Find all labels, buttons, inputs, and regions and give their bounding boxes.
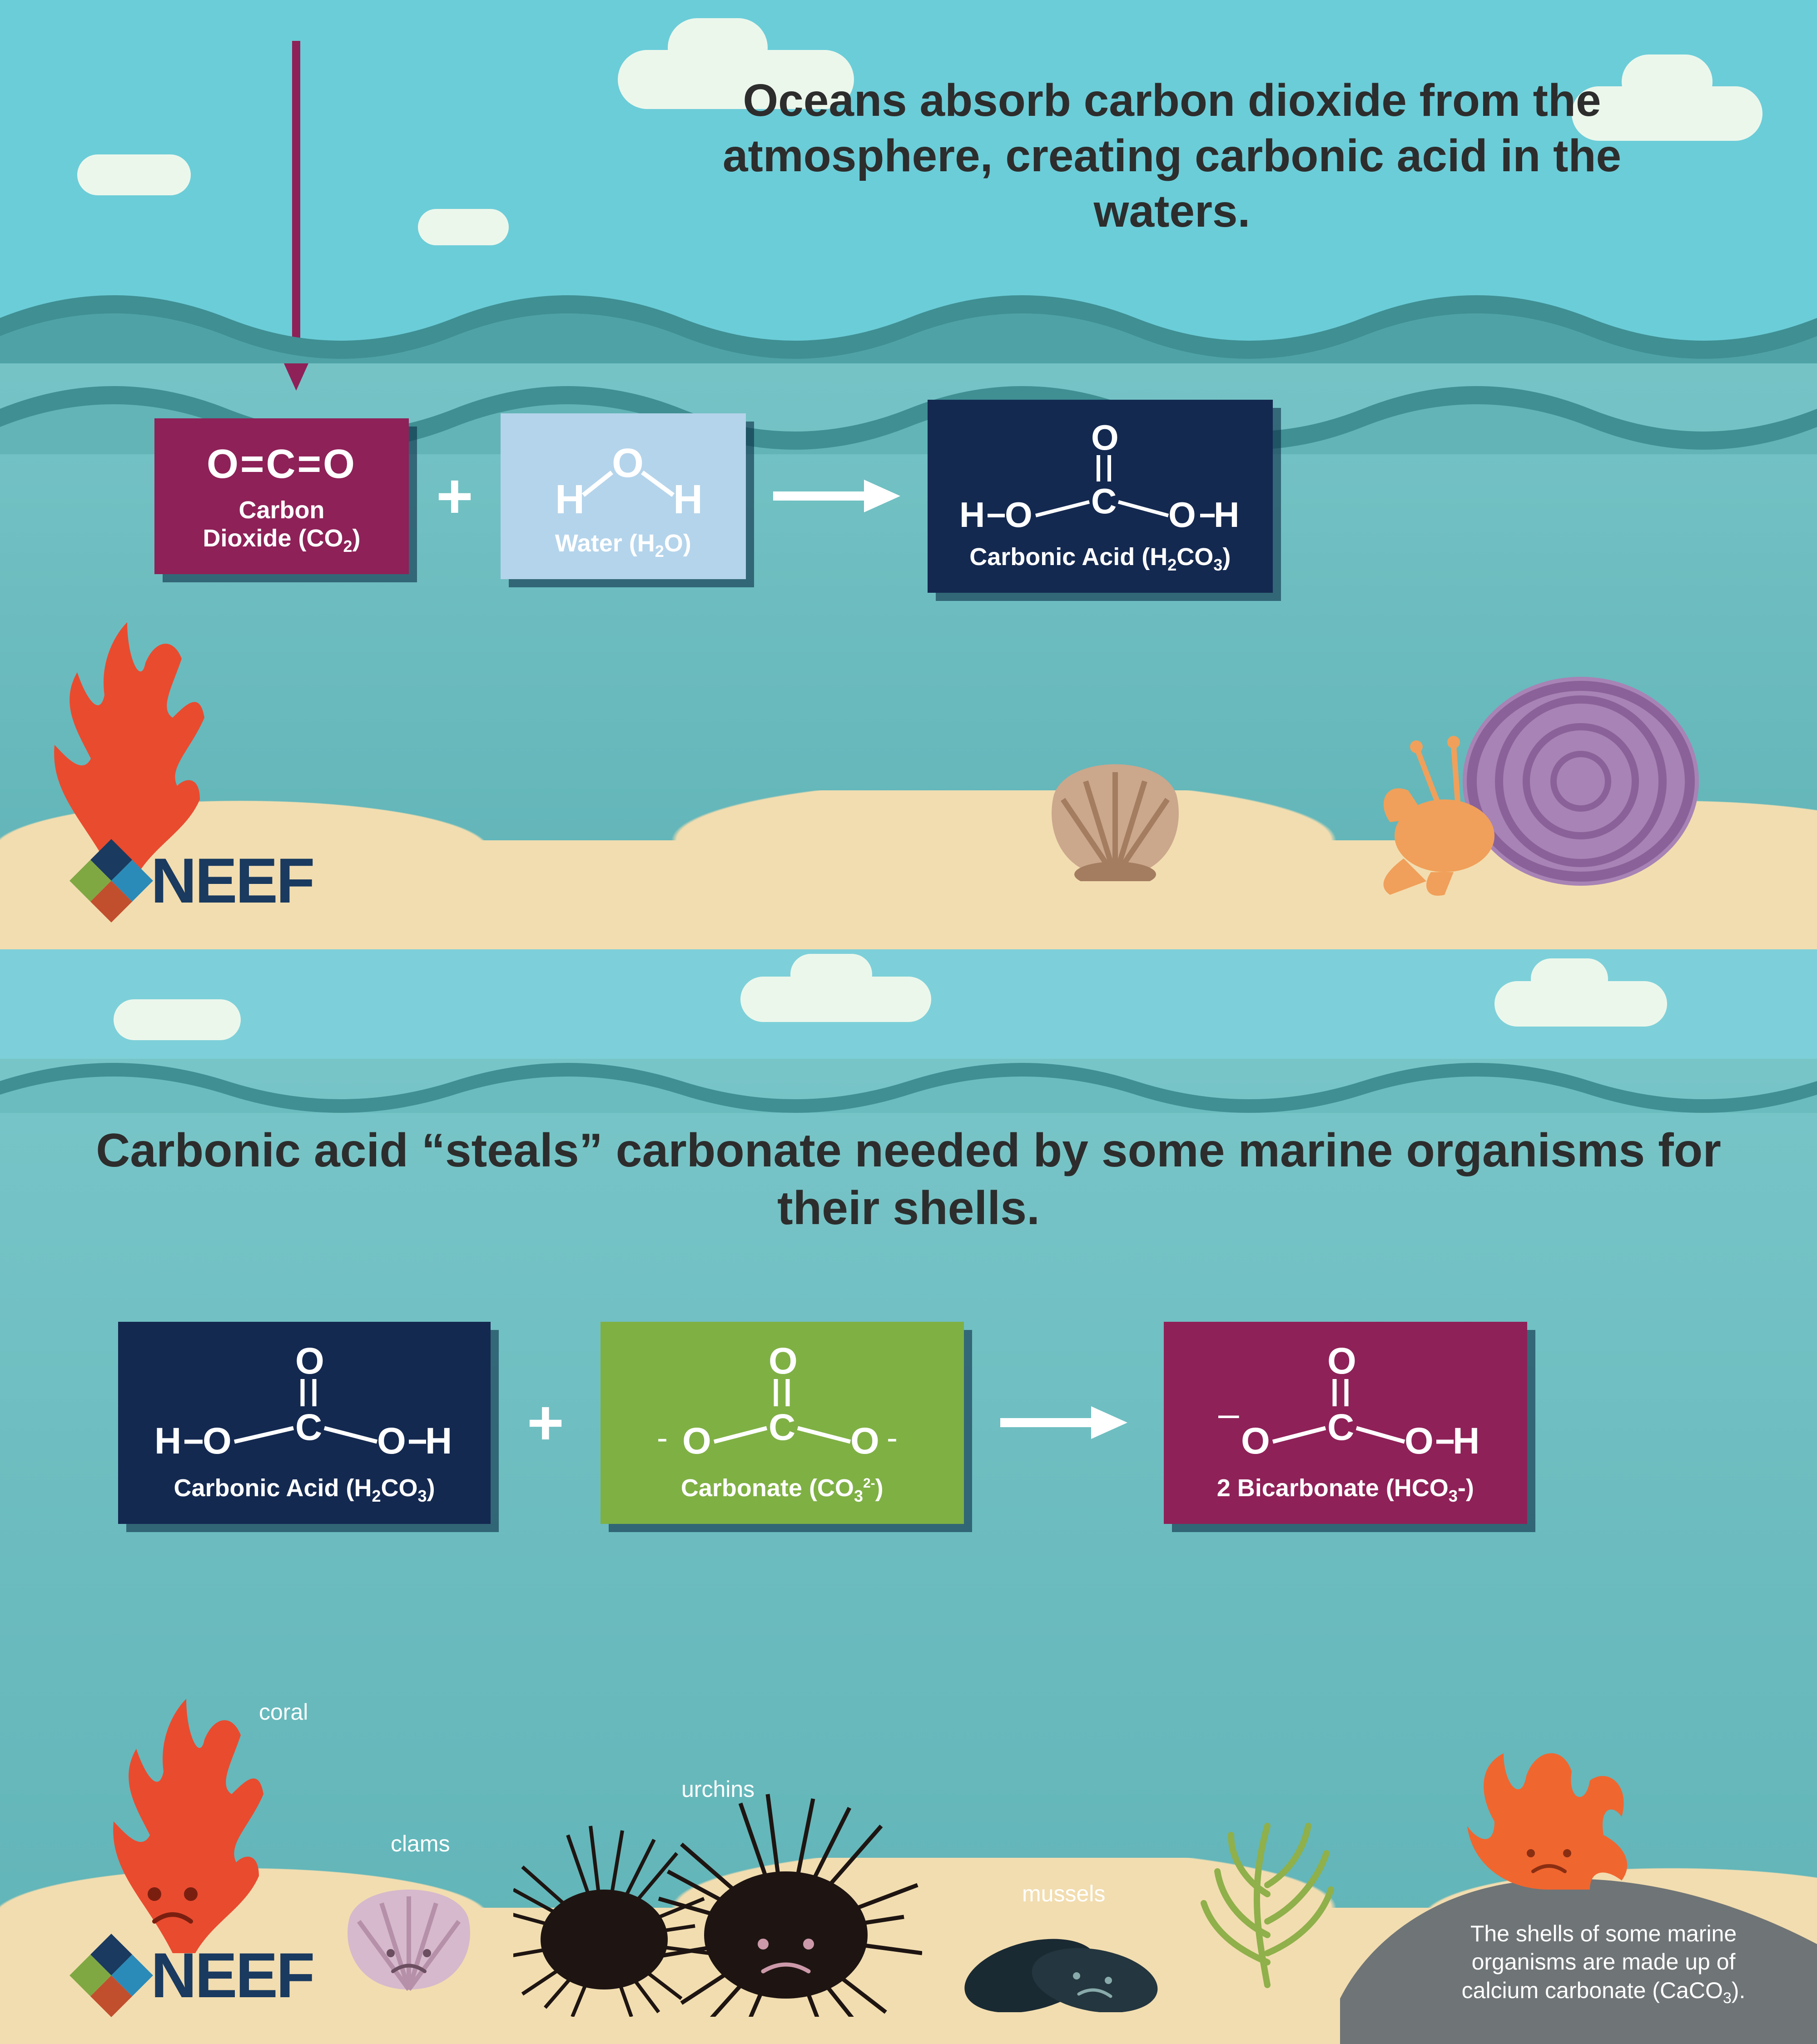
co3-struct: O C O O - - xyxy=(632,1344,932,1472)
svg-text:H: H xyxy=(959,495,985,535)
svg-text:H: H xyxy=(425,1420,452,1462)
logo-mark xyxy=(70,839,153,923)
footnote: The shells of some marine organisms are … xyxy=(1431,1920,1776,2008)
yields-arrow xyxy=(773,469,900,523)
coral-icon xyxy=(23,595,213,886)
h2o-label: Water (H2O) xyxy=(528,529,719,561)
svg-text:O: O xyxy=(1241,1420,1270,1462)
svg-text:H: H xyxy=(673,477,703,522)
cloud xyxy=(1531,958,1608,999)
h2co3-box-2: O C H O O H Carbonic Acid (H2CO3) xyxy=(118,1322,491,1524)
yields-arrow xyxy=(1000,1395,1127,1450)
urchins-icon xyxy=(513,1790,922,2017)
svg-text:C: C xyxy=(1327,1407,1354,1448)
hco3-box: O C O O H – 2 Bicarbonate (HCO3-) xyxy=(1164,1322,1527,1524)
svg-text:C: C xyxy=(769,1407,795,1448)
panel1-equation: O=C=O CarbonDioxide (CO2) + H O H Water … xyxy=(154,400,1273,593)
svg-text:O: O xyxy=(203,1420,232,1462)
panel1-title: Oceans absorb carbon dioxide from the at… xyxy=(640,73,1703,239)
svg-text:O: O xyxy=(377,1420,406,1462)
h2co3-struct: O C H O O H xyxy=(955,422,1246,541)
neef-logo: NEEF xyxy=(82,844,313,918)
panel-2: Carbonic acid “steals” carbonate needed … xyxy=(0,949,1817,2044)
cloud xyxy=(790,954,872,995)
co3-label: Carbonate (CO32-) xyxy=(628,1474,937,1506)
h2co3-struct: O C H O O H xyxy=(145,1344,463,1472)
mussels-label: mussels xyxy=(1022,1880,1105,1907)
co2-struct: O=C=O xyxy=(182,441,382,488)
h2co3-label-2: Carbonic Acid (H2CO3) xyxy=(145,1474,463,1506)
svg-text:O: O xyxy=(1405,1420,1434,1462)
co3-box: O C O O - - Carbonate (CO32-) xyxy=(601,1322,964,1524)
svg-text:C: C xyxy=(1091,481,1117,521)
co2-label: CarbonDioxide (CO2) xyxy=(182,496,382,556)
svg-text:O: O xyxy=(295,1344,324,1382)
mussels-icon xyxy=(963,1908,1163,2012)
svg-text:O: O xyxy=(1005,495,1033,535)
svg-text:O: O xyxy=(612,441,644,486)
logo-text: NEEF xyxy=(151,1939,313,2012)
plus-op: + xyxy=(527,1386,564,1459)
urchins-label: urchins xyxy=(681,1776,755,1802)
cloud xyxy=(77,154,191,195)
panel-1: Oceans absorb carbon dioxide from the at… xyxy=(0,0,1817,949)
svg-text:O: O xyxy=(850,1420,879,1462)
svg-text:H: H xyxy=(1214,495,1239,535)
co2-box: O=C=O CarbonDioxide (CO2) xyxy=(154,418,409,574)
panel2-equation: O C H O O H Carbonic Acid (H2CO3) + O xyxy=(118,1322,1527,1524)
plus-op: + xyxy=(436,459,473,533)
clams-label: clams xyxy=(391,1831,450,1857)
h2co3-box: O C H O O H Carbonic Acid (H2CO3) xyxy=(928,400,1273,593)
hermit-crab-icon xyxy=(1363,645,1708,899)
neef-logo: NEEF xyxy=(82,1939,313,2012)
h2o-struct: H O H xyxy=(528,436,719,527)
svg-text:-: - xyxy=(657,1420,668,1456)
wave-band xyxy=(0,1031,1817,1113)
svg-text:H: H xyxy=(1453,1420,1479,1462)
svg-text:H: H xyxy=(154,1420,181,1462)
logo-mark xyxy=(70,1934,153,2017)
svg-text:O: O xyxy=(769,1344,798,1382)
cloud xyxy=(668,18,768,77)
panel2-title: Carbonic acid “steals” carbonate needed … xyxy=(91,1122,1726,1237)
seaweed-icon xyxy=(1190,1799,1345,1989)
h2o-box: H O H Water (H2O) xyxy=(501,413,746,579)
svg-text:O: O xyxy=(1327,1344,1356,1382)
svg-text:O: O xyxy=(1091,422,1119,457)
svg-text:H: H xyxy=(555,477,585,522)
cloud xyxy=(418,209,509,245)
shell-icon xyxy=(1036,740,1195,881)
svg-text:–: – xyxy=(1218,1393,1239,1434)
hco3-label: 2 Bicarbonate (HCO3-) xyxy=(1191,1474,1500,1506)
sad-coral-icon xyxy=(77,1667,273,1962)
logo-text: NEEF xyxy=(151,844,313,918)
orange-coral-icon xyxy=(1454,1726,1644,1894)
hco3-struct: O C O O H – xyxy=(1191,1344,1500,1472)
svg-text:O: O xyxy=(682,1420,711,1462)
svg-text:-: - xyxy=(887,1420,898,1456)
svg-text:C: C xyxy=(295,1407,322,1448)
svg-text:O: O xyxy=(1168,495,1196,535)
coral-label: coral xyxy=(259,1699,308,1725)
h2co3-label: Carbonic Acid (H2CO3) xyxy=(955,543,1246,575)
clams-icon xyxy=(327,1862,491,1994)
